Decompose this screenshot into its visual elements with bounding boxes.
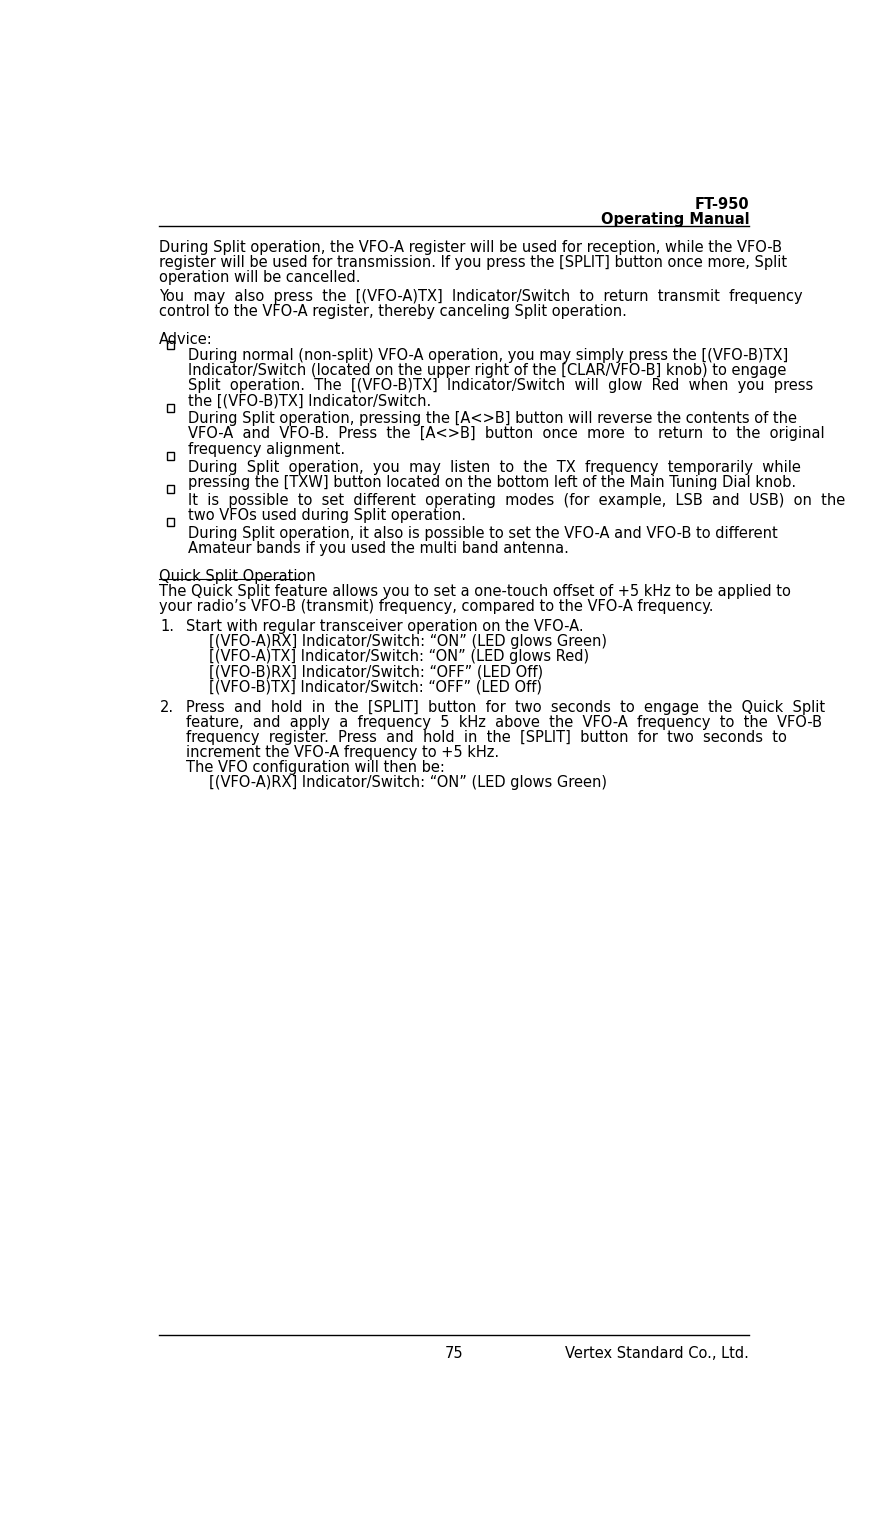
Text: Indicator/Switch (located on the upper right of the [CLAR/VFO-B] knob) to engage: Indicator/Switch (located on the upper r…: [188, 364, 787, 378]
Text: frequency  register.  Press  and  hold  in  the  [SPLIT]  button  for  two  seco: frequency register. Press and hold in th…: [186, 730, 787, 745]
Text: VFO-A  and  VFO-B.  Press  the  [A<>B]  button  once  more  to  return  to  the : VFO-A and VFO-B. Press the [A<>B] button…: [188, 427, 825, 442]
Text: Vertex Standard Co., Ltd.: Vertex Standard Co., Ltd.: [565, 1345, 750, 1360]
Text: During normal (non-split) VFO-A operation, you may simply press the [(VFO-B)TX]: During normal (non-split) VFO-A operatio…: [188, 349, 789, 364]
Text: the [(VFO-B)TX] Indicator/Switch.: the [(VFO-B)TX] Indicator/Switch.: [188, 393, 431, 409]
Text: Quick Split Operation: Quick Split Operation: [159, 569, 315, 583]
Text: Start with regular transceiver operation on the VFO-A.: Start with regular transceiver operation…: [186, 620, 584, 635]
Text: control to the VFO-A register, thereby canceling Split operation.: control to the VFO-A register, thereby c…: [159, 304, 626, 318]
Text: Split  operation.  The  [(VFO-B)TX]  Indicator/Switch  will  glow  Red  when  yo: Split operation. The [(VFO-B)TX] Indicat…: [188, 378, 813, 393]
Text: [(VFO-A)RX] Indicator/Switch: “ON” (LED glows Green): [(VFO-A)RX] Indicator/Switch: “ON” (LED …: [209, 774, 607, 789]
Text: It  is  possible  to  set  different  operating  modes  (for  example,  LSB  and: It is possible to set different operatin…: [188, 493, 845, 508]
Text: two VFOs used during Split operation.: two VFOs used during Split operation.: [188, 508, 466, 523]
Text: [(VFO-B)TX] Indicator/Switch: “OFF” (LED Off): [(VFO-B)TX] Indicator/Switch: “OFF” (LED…: [209, 679, 542, 695]
FancyBboxPatch shape: [167, 404, 175, 412]
Text: During Split operation, pressing the [A<>B] button will reverse the contents of : During Split operation, pressing the [A<…: [188, 412, 797, 427]
FancyBboxPatch shape: [167, 453, 175, 461]
Text: Press  and  hold  in  the  [SPLIT]  button  for  two  seconds  to  engage  the  : Press and hold in the [SPLIT] button for…: [186, 699, 825, 715]
FancyBboxPatch shape: [167, 341, 175, 349]
Text: pressing the [TXW] button located on the bottom left of the Main Tuning Dial kno: pressing the [TXW] button located on the…: [188, 474, 797, 490]
Text: During  Split  operation,  you  may  listen  to  the  TX  frequency  temporarily: During Split operation, you may listen t…: [188, 459, 801, 474]
Text: The Quick Split feature allows you to set a one-touch offset of +5 kHz to be app: The Quick Split feature allows you to se…: [159, 583, 790, 598]
Text: feature,  and  apply  a  frequency  5  kHz  above  the  VFO-A  frequency  to  th: feature, and apply a frequency 5 kHz abo…: [186, 715, 822, 730]
Text: [(VFO-B)RX] Indicator/Switch: “OFF” (LED Off): [(VFO-B)RX] Indicator/Switch: “OFF” (LED…: [209, 664, 543, 679]
Text: register will be used for transmission. If you press the [SPLIT] button once mor: register will be used for transmission. …: [159, 256, 787, 269]
Text: increment the VFO-A frequency to +5 kHz.: increment the VFO-A frequency to +5 kHz.: [186, 745, 499, 760]
Text: FT-950: FT-950: [695, 197, 750, 213]
FancyBboxPatch shape: [167, 519, 175, 526]
FancyBboxPatch shape: [167, 485, 175, 493]
Text: [(VFO-A)TX] Indicator/Switch: “ON” (LED glows Red): [(VFO-A)TX] Indicator/Switch: “ON” (LED …: [209, 649, 589, 664]
Text: 2.: 2.: [160, 699, 175, 715]
Text: [(VFO-A)RX] Indicator/Switch: “ON” (LED glows Green): [(VFO-A)RX] Indicator/Switch: “ON” (LED …: [209, 635, 607, 649]
Text: frequency alignment.: frequency alignment.: [188, 442, 346, 456]
Text: your radio’s VFO-B (transmit) frequency, compared to the VFO-A frequency.: your radio’s VFO-B (transmit) frequency,…: [159, 598, 713, 614]
Text: During Split operation, it also is possible to set the VFO-A and VFO-B to differ: During Split operation, it also is possi…: [188, 526, 778, 540]
Text: 75: 75: [445, 1345, 463, 1360]
Text: Advice:: Advice:: [159, 332, 213, 347]
Text: Amateur bands if you used the multi band antenna.: Amateur bands if you used the multi band…: [188, 540, 569, 555]
Text: operation will be cancelled.: operation will be cancelled.: [159, 269, 361, 285]
Text: During Split operation, the VFO-A register will be used for reception, while the: During Split operation, the VFO-A regist…: [159, 240, 781, 256]
Text: Operating Manual: Operating Manual: [601, 213, 750, 226]
Text: 1.: 1.: [160, 620, 175, 635]
Text: You  may  also  press  the  [(VFO-A)TX]  Indicator/Switch  to  return  transmit : You may also press the [(VFO-A)TX] Indic…: [159, 289, 803, 304]
Text: The VFO configuration will then be:: The VFO configuration will then be:: [186, 760, 445, 774]
